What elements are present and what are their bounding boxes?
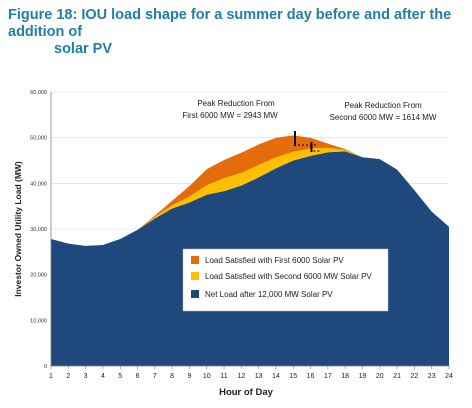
legend-label-net-load: Net Load after 12,000 MW Solar PV	[205, 290, 333, 299]
y-tick-label: 50,000	[30, 136, 47, 142]
x-tick-label: 12	[237, 373, 245, 380]
y-tick-label: 20,000	[30, 273, 47, 279]
annotation-second-line2: Second 6000 MW = 1614 MW	[330, 113, 437, 122]
x-tick-label: 4	[101, 373, 105, 380]
x-tick-label: 6	[136, 373, 140, 380]
figure-title-line2: solar PV	[54, 41, 113, 57]
y-tick-label: 30,000	[30, 227, 47, 233]
y-tick-label: 60,000	[30, 90, 47, 96]
x-tick-label: 11	[220, 373, 227, 380]
y-tick-label: 0	[44, 364, 47, 370]
annotations: Peak Reduction From First 6000 MW = 2943…	[182, 99, 437, 152]
x-tick-label: 14	[272, 373, 280, 380]
legend-label-first-pv: Load Satisfied with First 6000 Solar PV	[205, 256, 344, 265]
legend-swatch-second-pv	[191, 272, 199, 280]
legend: Load Satisfied with First 6000 Solar PV …	[182, 248, 389, 312]
legend-swatch-first-pv	[191, 256, 199, 264]
x-tick-label: 1	[49, 373, 53, 380]
legend-label-second-pv: Load Satisfied with Second 6000 MW Solar…	[205, 272, 372, 281]
x-tick-label: 15	[289, 373, 297, 380]
x-tick-label: 24	[445, 373, 453, 380]
x-tick-label: 20	[376, 373, 384, 380]
x-tick-label: 13	[255, 373, 263, 380]
x-tick-label: 8	[170, 373, 174, 380]
x-tick-label: 3	[84, 373, 88, 380]
y-tick-label: 40,000	[30, 181, 47, 187]
x-tick-label: 5	[118, 373, 122, 380]
x-tick-label: 22	[410, 373, 418, 380]
x-tick-label: 21	[393, 373, 401, 380]
y-tick-label: 10,000	[30, 318, 47, 324]
legend-box	[182, 248, 389, 312]
area-series-2	[51, 135, 449, 246]
annotation-marks	[293, 131, 322, 152]
x-tick-label: 9	[187, 373, 191, 380]
figure-title: Figure 18: IOU load shape for a summer d…	[8, 7, 464, 58]
annotation-second-line1: Peak Reduction From	[344, 101, 422, 110]
x-tick-label: 7	[153, 373, 157, 380]
x-tick-label: 23	[428, 373, 436, 380]
x-axis-label: Hour of Day	[219, 387, 274, 398]
x-tick-labels: 1 2 3 4 5 6 7 8 9 10 11 12 13 14 15 16 17 18 19 20 21 22 23 24	[49, 373, 453, 380]
x-tick-label: 10	[203, 373, 211, 380]
annotation-first-line1: Peak Reduction From	[197, 99, 275, 108]
x-tick-label: 2	[66, 373, 70, 380]
y-axis-label: Investor Owned Utility Load (MW)	[13, 161, 23, 297]
x-tick-label: 19	[359, 373, 367, 380]
x-tick-label: 17	[324, 373, 332, 380]
axes	[50, 92, 450, 369]
y-tick-labels: 0 10,000 20,000 30,000 40,000 50,000 60,000	[30, 90, 47, 370]
x-tick-label: 16	[307, 373, 315, 380]
x-tick-label: 18	[341, 373, 349, 380]
annotation-first-line2: First 6000 MW = 2943 MW	[182, 111, 278, 120]
figure-title-line1: Figure 18: IOU load shape for a summer d…	[8, 7, 452, 40]
legend-swatch-net-load	[191, 290, 199, 298]
